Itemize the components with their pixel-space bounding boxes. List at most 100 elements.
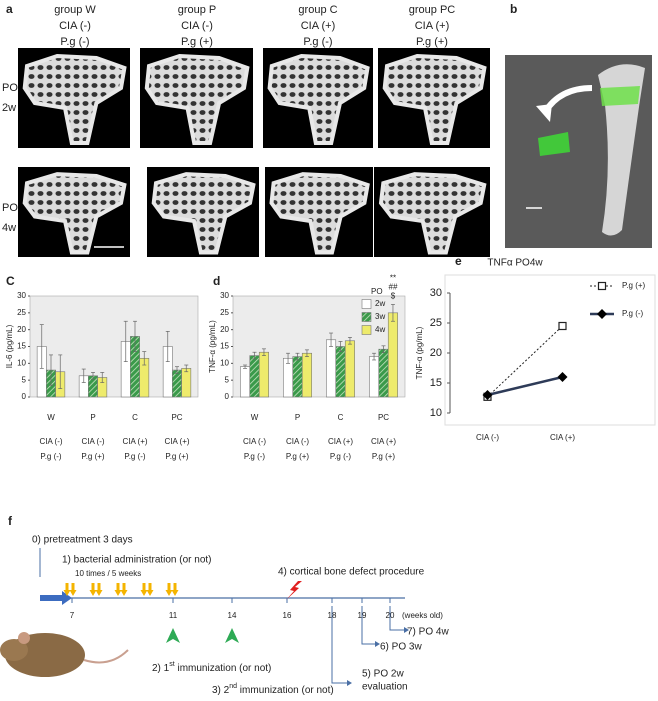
y-tick-label: 0 bbox=[22, 392, 27, 401]
timeline-arrow bbox=[389, 606, 404, 631]
error-bar bbox=[304, 349, 309, 357]
bar bbox=[387, 312, 398, 398]
legend-swatch bbox=[361, 299, 372, 309]
error-bar bbox=[295, 352, 300, 361]
mouse-ear bbox=[18, 632, 30, 644]
week-label: 14 bbox=[228, 611, 237, 620]
panel-label: b bbox=[510, 2, 517, 16]
error-bar bbox=[175, 366, 179, 374]
dose-arrow-head bbox=[120, 590, 128, 596]
x-tick-label: P bbox=[295, 413, 300, 422]
y-tick-label: 30 bbox=[17, 291, 26, 300]
step-text: 2) 1st immunization (or not) bbox=[152, 661, 271, 674]
mouse-head bbox=[0, 639, 28, 661]
row-label: PO bbox=[2, 82, 18, 94]
series-line bbox=[487, 325, 563, 398]
bar bbox=[283, 357, 294, 398]
step-text: 3) 2nd immunization (or not) bbox=[212, 683, 334, 696]
legend-marker bbox=[597, 309, 607, 319]
group-cia: CIA (-) bbox=[81, 437, 104, 446]
step-part: 2) 1 bbox=[152, 663, 170, 674]
legend-label: 2w bbox=[375, 299, 385, 308]
group-pg: P.g (-) bbox=[244, 452, 266, 461]
group-pg: P.g (-) bbox=[40, 452, 62, 461]
panel-label: a bbox=[6, 2, 13, 16]
legend-swatch bbox=[361, 312, 372, 322]
bone-section bbox=[269, 172, 370, 255]
bar bbox=[326, 339, 337, 398]
error-bar bbox=[390, 304, 395, 322]
defect-sample bbox=[538, 132, 570, 156]
panel-label: d bbox=[213, 274, 220, 288]
group-cia: CIA (+) bbox=[164, 437, 189, 446]
y-tick-label: 30 bbox=[430, 287, 442, 299]
column-title: group C bbox=[298, 4, 337, 16]
column-cia: CIA (-) bbox=[59, 20, 91, 32]
bar bbox=[181, 368, 192, 398]
column-title: group P bbox=[178, 4, 217, 16]
error-bar bbox=[91, 372, 95, 380]
group-cia: CIA (+) bbox=[328, 437, 353, 446]
week-unit: (weeks old) bbox=[402, 611, 443, 620]
annotation: $ bbox=[391, 292, 396, 301]
bar bbox=[258, 351, 269, 398]
bar bbox=[249, 355, 260, 398]
error-bar bbox=[252, 351, 257, 360]
column-title: group PC bbox=[409, 4, 456, 16]
step-text: 10 times / 5 weeks bbox=[75, 569, 141, 578]
bone-section bbox=[22, 53, 127, 145]
step-text: 5) PO 2w bbox=[362, 669, 404, 680]
group-cia: CIA (-) bbox=[286, 437, 309, 446]
pretreatment-arrow bbox=[40, 595, 62, 601]
y-axis-label: TNF-α (pg/mL) bbox=[208, 320, 217, 373]
y-tick-label: 5 bbox=[22, 375, 27, 384]
y-tick-label: 20 bbox=[17, 325, 26, 334]
row-label: 4w bbox=[2, 222, 16, 234]
step-text: 4) cortical bone defect procedure bbox=[278, 567, 425, 578]
step-part: immunization (or not) bbox=[175, 663, 272, 674]
arrow-head bbox=[375, 641, 380, 647]
y-tick-label: 0 bbox=[225, 392, 230, 401]
error-bar bbox=[133, 320, 137, 352]
y-tick-label: 30 bbox=[220, 291, 229, 300]
y-tick-label: 15 bbox=[430, 377, 442, 389]
error-bar bbox=[142, 351, 147, 366]
step-text: 1) bacterial administration (or not) bbox=[62, 555, 212, 566]
group-cia: CIA (-) bbox=[243, 437, 266, 446]
error-bar bbox=[58, 354, 63, 389]
bone-section bbox=[378, 172, 487, 255]
bone-section bbox=[382, 53, 487, 145]
lightning bbox=[286, 581, 302, 600]
error-bar bbox=[100, 372, 105, 383]
y-tick-label: 20 bbox=[430, 347, 442, 359]
column-pg: P.g (-) bbox=[303, 36, 332, 48]
femur-render bbox=[598, 64, 645, 236]
error-bar bbox=[123, 320, 128, 362]
dose-arrow-head bbox=[89, 590, 97, 596]
row-label: PO bbox=[2, 202, 18, 214]
bar bbox=[378, 348, 389, 398]
panel-label: e bbox=[455, 254, 462, 268]
arrow-head bbox=[347, 680, 352, 686]
dose-arrow bbox=[122, 583, 126, 590]
bone-section bbox=[267, 53, 370, 145]
panel-frame bbox=[444, 274, 656, 426]
x-tick-label: CIA (+) bbox=[550, 433, 575, 442]
dose-arrow-head bbox=[165, 590, 173, 596]
step-text: 6) PO 3w bbox=[380, 642, 422, 653]
x-tick-label: C bbox=[338, 413, 344, 422]
dose-arrow bbox=[65, 583, 69, 590]
step-text: evaluation bbox=[362, 682, 408, 693]
bone-section bbox=[151, 172, 256, 255]
group-pg: P.g (+) bbox=[286, 452, 310, 461]
error-bar bbox=[347, 337, 352, 345]
group-cia: CIA (+) bbox=[122, 437, 147, 446]
mouse-tail bbox=[83, 649, 129, 664]
error-bar bbox=[338, 341, 343, 352]
y-tick-label: 5 bbox=[225, 375, 230, 384]
dose-arrow-head bbox=[171, 590, 179, 596]
panel-label: C bbox=[6, 274, 15, 288]
group-cia: CIA (+) bbox=[371, 437, 396, 446]
x-tick-label: PC bbox=[378, 413, 389, 422]
